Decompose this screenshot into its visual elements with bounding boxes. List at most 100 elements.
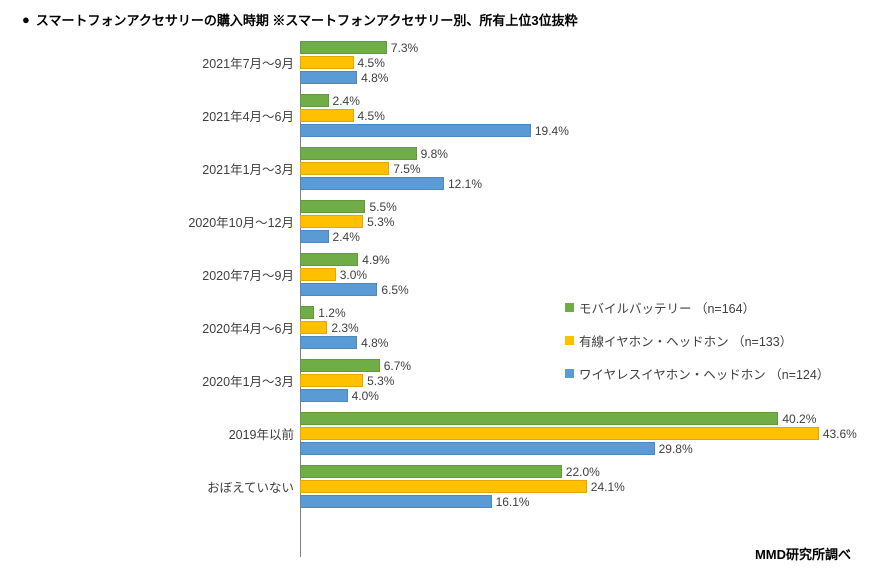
bar [300,215,363,228]
legend-label: ワイヤレスイヤホン・ヘッドホン （n=124） [579,364,829,383]
bar [300,306,314,319]
legend-label: モバイルバッテリー （n=164） [579,298,755,317]
bar [300,283,377,296]
category-label: 2020年1月～3月 [0,358,300,403]
value-label: 3.0% [340,268,367,282]
value-label: 5.3% [367,374,394,388]
value-label: 6.7% [384,359,411,373]
bar-row: 16.1% [300,494,625,509]
category-group: 2021年4月～6月2.4%4.5%19.4% [0,93,871,138]
bar [300,374,363,387]
bar-row: 22.0% [300,464,625,479]
bar-row: 4.5% [300,55,418,70]
value-label: 43.6% [823,427,857,441]
bar [300,162,389,175]
bar-row: 2.4% [300,229,397,244]
bar [300,177,444,190]
value-label: 4.8% [361,71,388,85]
bar [300,465,562,478]
chart-area: 2021年7月～9月7.3%4.5%4.8%2021年4月～6月2.4%4.5%… [0,40,871,517]
bar [300,109,354,122]
category-label: 2020年4月～6月 [0,305,300,350]
bar-row: 29.8% [300,441,857,456]
bar [300,147,417,160]
category-label: おぼえていない [0,464,300,509]
bar-row: 7.3% [300,40,418,55]
bar-row: 5.3% [300,373,411,388]
value-label: 4.5% [358,56,385,70]
bar [300,389,348,402]
bar-row: 43.6% [300,426,857,441]
bar [300,359,380,372]
bars-column: 7.3% 4.5%4.8% [300,40,418,85]
title-bullet: ● [22,12,30,27]
bar-row: 12.1% [300,176,482,191]
bars-column: 40.2% 43.6%29.8% [300,411,857,456]
bar-row: 2.4% [300,93,569,108]
value-label: 40.2% [782,412,816,426]
bar [300,480,587,493]
bar-row: 5.3% [300,214,397,229]
value-label: 7.3% [391,41,418,55]
legend-item: ワイヤレスイヤホン・ヘッドホン （n=124） [565,364,829,383]
bar-row: 6.5% [300,282,409,297]
value-label: 2.4% [333,94,360,108]
bars-column: 5.5%5.3%2.4% [300,199,397,244]
bar [300,442,655,455]
legend-swatch [565,369,574,378]
bar [300,124,531,137]
bar-row: 9.8% [300,146,482,161]
chart-title: スマートフォンアクセサリーの購入時期 ※スマートフォンアクセサリー別、所有上位3… [36,10,578,29]
bar-row: 4.8% [300,70,418,85]
bars-column: 1.2%2.3%4.8% [300,305,388,350]
bars-column: 4.9%3.0%6.5% [300,252,409,297]
category-group: おぼえていない22.0%24.1% 16.1% [0,464,871,509]
legend-swatch [565,303,574,312]
category-group: 2020年10月～12月5.5%5.3%2.4% [0,199,871,244]
bars-column: 2.4%4.5%19.4% [300,93,569,138]
bars-column: 6.7%5.3%4.0% [300,358,411,403]
bar-row: 4.0% [300,388,411,403]
bar [300,268,336,281]
category-group: 2019年以前 40.2% 43.6%29.8% [0,411,871,456]
bar-row: 4.9% [300,252,409,267]
bar [300,230,329,243]
value-label: 7.5% [393,162,420,176]
value-label: 2.3% [331,321,358,335]
bar-row: 2.3% [300,320,388,335]
legend-item: モバイルバッテリー （n=164） [565,298,829,317]
legend-label: 有線イヤホン・ヘッドホン （n=133） [579,331,792,350]
bars-column: 22.0%24.1% 16.1% [300,464,625,509]
value-label: 1.2% [318,306,345,320]
bar [300,56,354,69]
category-group: 2021年7月～9月 7.3% 4.5%4.8% [0,40,871,85]
bar [300,495,492,508]
legend-swatch [565,336,574,345]
value-label: 5.3% [367,215,394,229]
bar-row: 4.5% [300,108,569,123]
credit-text: MMD研究所調べ [755,544,851,563]
value-label: 4.0% [352,389,379,403]
category-label: 2019年以前 [0,411,300,456]
bar [300,71,357,84]
bar-row: 40.2% [300,411,857,426]
value-label: 24.1% [591,480,625,494]
legend: モバイルバッテリー （n=164） 有線イヤホン・ヘッドホン （n=133） ワイヤ… [565,298,829,397]
bar-row: 5.5% [300,199,397,214]
value-label: 9.8% [421,147,448,161]
bar-row: 1.2% [300,305,388,320]
bar-row: 4.8% [300,335,388,350]
category-label: 2021年1月～3月 [0,146,300,191]
category-label: 2021年4月～6月 [0,93,300,138]
value-label: 4.5% [358,109,385,123]
value-label: 16.1% [496,495,530,509]
bar [300,200,365,213]
category-group: 2020年7月～9月4.9%3.0%6.5% [0,252,871,297]
category-label: 2021年7月～9月 [0,40,300,85]
bar [300,412,778,425]
value-label: 4.8% [361,336,388,350]
bar-row: 7.5% [300,161,482,176]
bar [300,321,327,334]
category-label: 2020年7月～9月 [0,252,300,297]
bars-column: 9.8%7.5%12.1% [300,146,482,191]
